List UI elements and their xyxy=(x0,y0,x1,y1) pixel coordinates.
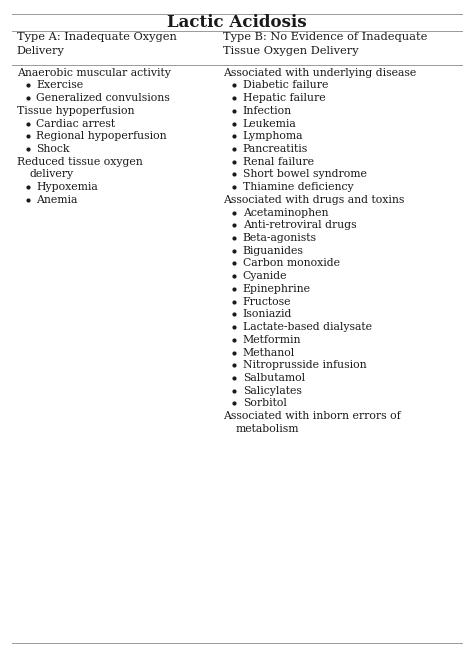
Text: Cyanide: Cyanide xyxy=(243,271,287,281)
Text: Regional hypoperfusion: Regional hypoperfusion xyxy=(36,131,167,141)
Text: Associated with inborn errors of: Associated with inborn errors of xyxy=(223,411,401,421)
Text: Type A: Inadequate Oxygen
Delivery: Type A: Inadequate Oxygen Delivery xyxy=(17,32,176,56)
Text: Hypoxemia: Hypoxemia xyxy=(36,182,98,192)
Text: metabolism: metabolism xyxy=(236,424,300,434)
Text: Thiamine deficiency: Thiamine deficiency xyxy=(243,182,353,192)
Text: Infection: Infection xyxy=(243,106,292,116)
Text: Sorbitol: Sorbitol xyxy=(243,398,287,408)
Text: Generalized convulsions: Generalized convulsions xyxy=(36,93,170,103)
Text: Hepatic failure: Hepatic failure xyxy=(243,93,325,103)
Text: Tissue hypoperfusion: Tissue hypoperfusion xyxy=(17,106,134,116)
Text: Epinephrine: Epinephrine xyxy=(243,284,310,294)
Text: Associated with underlying disease: Associated with underlying disease xyxy=(223,67,416,78)
Text: Methanol: Methanol xyxy=(243,347,295,358)
Text: Exercise: Exercise xyxy=(36,80,83,90)
Text: Renal failure: Renal failure xyxy=(243,156,314,167)
Text: Carbon monoxide: Carbon monoxide xyxy=(243,258,340,269)
Text: Fructose: Fructose xyxy=(243,297,291,307)
Text: Lymphoma: Lymphoma xyxy=(243,131,303,141)
Text: Lactate-based dialysate: Lactate-based dialysate xyxy=(243,322,372,332)
Text: Diabetic failure: Diabetic failure xyxy=(243,80,328,90)
Text: Short bowel syndrome: Short bowel syndrome xyxy=(243,169,366,180)
Text: Nitroprusside infusion: Nitroprusside infusion xyxy=(243,360,366,371)
Text: Cardiac arrest: Cardiac arrest xyxy=(36,119,116,129)
Text: Salicylates: Salicylates xyxy=(243,386,301,396)
Text: Anti-retroviral drugs: Anti-retroviral drugs xyxy=(243,220,356,230)
Text: Lactic Acidosis: Lactic Acidosis xyxy=(167,14,307,31)
Text: Isoniazid: Isoniazid xyxy=(243,310,292,319)
Text: Anemia: Anemia xyxy=(36,195,78,205)
Text: Pancreatitis: Pancreatitis xyxy=(243,144,308,154)
Text: Acetaminophen: Acetaminophen xyxy=(243,208,328,217)
Text: Biguanides: Biguanides xyxy=(243,246,303,256)
Text: Type B: No Evidence of Inadequate
Tissue Oxygen Delivery: Type B: No Evidence of Inadequate Tissue… xyxy=(223,32,427,56)
Text: delivery: delivery xyxy=(30,169,74,180)
Text: Anaerobic muscular activity: Anaerobic muscular activity xyxy=(17,67,171,78)
Text: Associated with drugs and toxins: Associated with drugs and toxins xyxy=(223,195,404,205)
Text: Leukemia: Leukemia xyxy=(243,119,296,129)
Text: Metformin: Metformin xyxy=(243,335,301,345)
Text: Reduced tissue oxygen: Reduced tissue oxygen xyxy=(17,156,142,167)
Text: Beta-agonists: Beta-agonists xyxy=(243,233,317,243)
Text: Shock: Shock xyxy=(36,144,70,154)
Text: Salbutamol: Salbutamol xyxy=(243,373,305,383)
